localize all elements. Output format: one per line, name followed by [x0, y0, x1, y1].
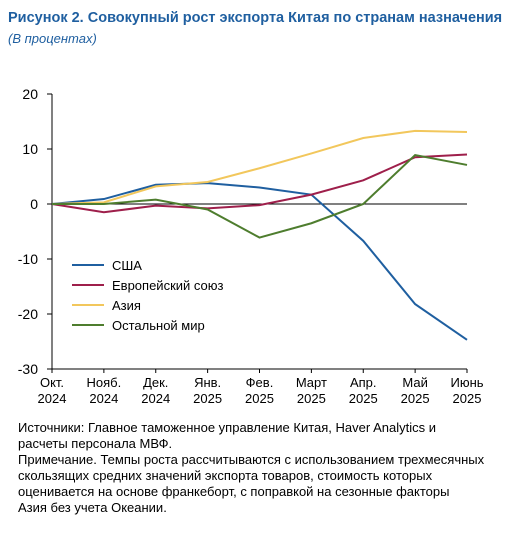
x-tick-label: Апр. 2025: [349, 375, 378, 406]
note: скользящих средних значений экспорта тов…: [18, 468, 433, 483]
x-tick-label: Март 2025: [296, 375, 327, 406]
y-tick-label: -30: [18, 361, 38, 377]
legend-label: Азия: [112, 298, 141, 313]
chart-subtitle: (В процентах): [8, 31, 97, 46]
x-tick-label: Нояб. 2024: [87, 375, 122, 406]
y-tick-label: -10: [18, 251, 38, 267]
x-tick-label: Фев. 2025: [245, 375, 274, 406]
x-tick-label: Май 2025: [401, 375, 430, 406]
legend-label: США: [112, 258, 142, 273]
note: оценивается на основе франкеборт, с попр…: [18, 484, 449, 499]
legend-label: Остальной мир: [112, 318, 205, 333]
series-line: [52, 153, 468, 239]
legend-label: Европейский союз: [112, 278, 224, 293]
note: Источники: Главное таможенное управление…: [18, 420, 436, 435]
x-tick-label: Янв. 2025: [193, 375, 222, 406]
note: Примечание. Темпы роста рассчитываются с…: [18, 452, 485, 467]
note: Азия без учета Океании.: [18, 500, 167, 515]
y-tick-label: 10: [22, 141, 38, 157]
series-line: [51, 129, 468, 205]
y-tick-label: -20: [18, 306, 38, 322]
x-tick-label: Окт. 2024: [38, 375, 67, 406]
y-tick-label: 0: [30, 196, 38, 212]
x-tick-label: Июнь 2025: [450, 375, 483, 406]
series-line: [51, 153, 468, 214]
series-line: [51, 182, 468, 341]
note: расчеты персонала МВФ.: [18, 436, 172, 451]
chart-title: Рисунок 2. Совокупный рост экспорта Кита…: [8, 10, 502, 26]
x-tick-label: Дек. 2024: [141, 375, 170, 406]
y-tick-label: 20: [22, 86, 38, 102]
